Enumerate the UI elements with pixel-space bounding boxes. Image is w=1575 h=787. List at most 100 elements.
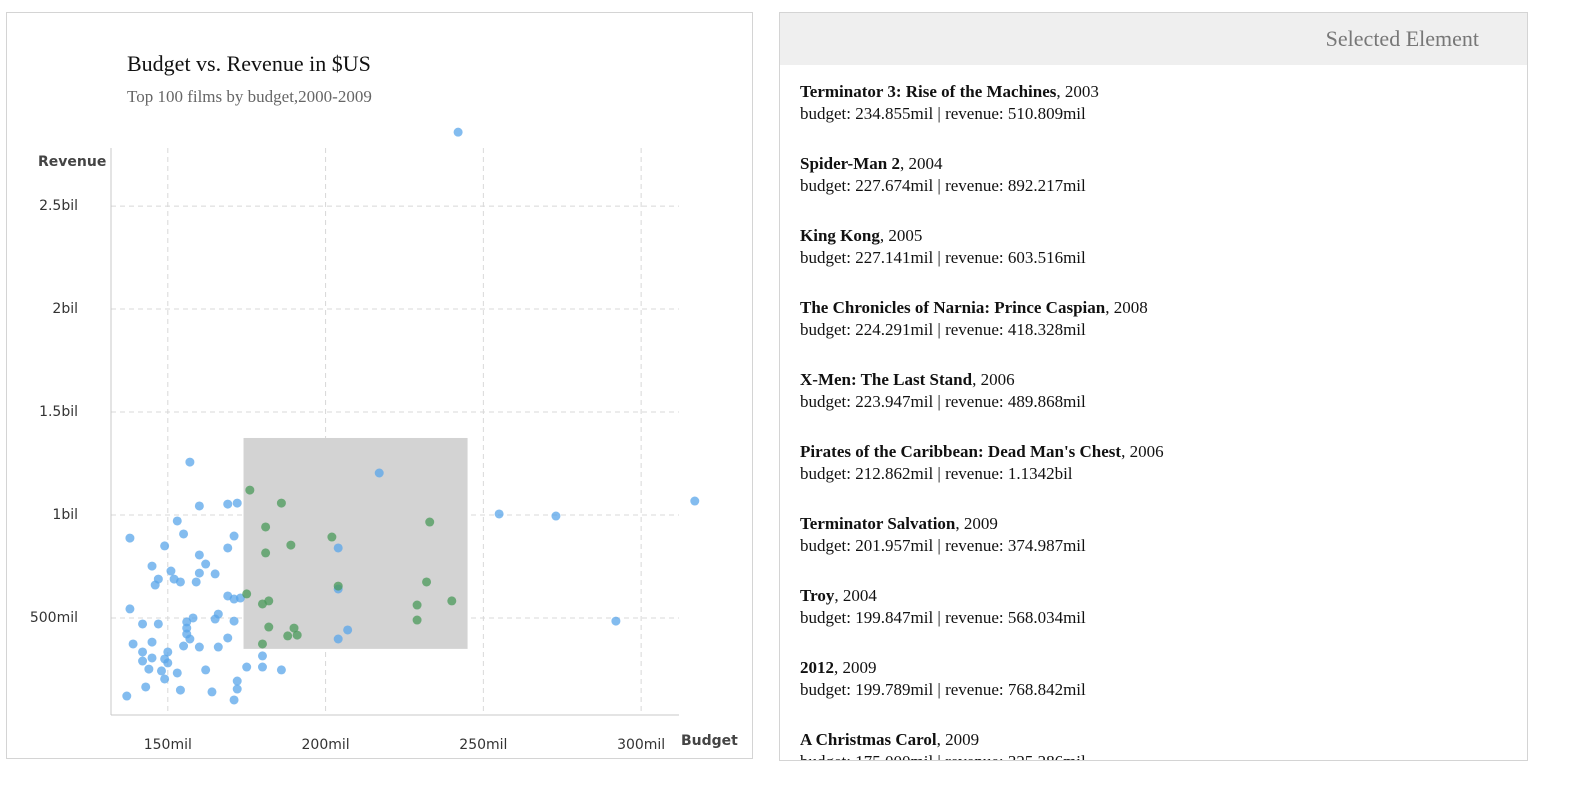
data-point	[138, 656, 148, 666]
data-point	[191, 577, 201, 587]
data-point	[194, 642, 204, 652]
data-point	[422, 577, 432, 587]
selected-film: A Christmas Carol2009 budget: 175.000mil …	[800, 729, 1507, 760]
data-point	[447, 596, 457, 606]
data-point	[185, 457, 195, 467]
y-tick-label: 2bil	[52, 301, 78, 317]
data-point	[144, 664, 154, 674]
data-point	[229, 616, 239, 626]
y-axis-label: Revenue	[38, 154, 106, 170]
data-point	[261, 522, 271, 532]
film-year: 2003	[1056, 82, 1099, 101]
y-tick-label: 1.5bil	[39, 404, 78, 420]
selected-film: King Kong2005 budget: 227.141mil | revenu…	[800, 225, 1507, 269]
data-point	[425, 517, 435, 527]
x-tick-label: 300mil	[617, 737, 665, 753]
data-point	[245, 485, 255, 495]
film-name: The Chronicles of Narnia: Prince Caspian	[800, 298, 1106, 317]
chart: Budget vs. Revenue in $US Top 100 films …	[30, 51, 738, 753]
film-name: Troy	[800, 586, 835, 605]
data-point	[153, 619, 163, 629]
y-tick-label: 1bil	[52, 507, 78, 523]
x-axis-label: Budget	[681, 733, 738, 749]
selected-film: Terminator 3: Rise of the Machines2003 bu…	[800, 81, 1507, 125]
film-year: 2006	[972, 370, 1015, 389]
data-point	[185, 634, 195, 644]
data-point	[292, 630, 302, 640]
data-point	[166, 566, 176, 576]
data-point	[147, 637, 157, 647]
data-point	[201, 665, 211, 675]
data-point	[210, 569, 220, 579]
data-point	[551, 511, 561, 521]
data-point	[163, 658, 173, 668]
data-point	[194, 568, 204, 578]
data-point	[125, 604, 135, 614]
data-point	[179, 641, 189, 651]
data-point	[232, 676, 242, 686]
x-tick-label: 200mil	[302, 737, 350, 753]
data-point	[232, 498, 242, 508]
data-point	[213, 642, 223, 652]
data-point	[160, 541, 170, 551]
data-point	[257, 599, 267, 609]
data-point	[229, 695, 239, 705]
selected-film: Spider-Man 22004 budget: 227.674mil | rev…	[800, 153, 1507, 197]
data-point	[141, 682, 151, 692]
film-detail: budget: 199.789mil | revenue: 768.842mil	[800, 680, 1086, 699]
data-point	[242, 662, 252, 672]
film-year: 2005	[880, 226, 923, 245]
data-point	[494, 509, 504, 519]
chart-title: Budget vs. Revenue in $US	[127, 51, 371, 76]
data-point	[690, 496, 700, 506]
plot: Budget vs. Revenue in $US Top 100 films …	[30, 51, 738, 753]
x-tick-label: 150mil	[144, 737, 192, 753]
data-point	[286, 540, 296, 550]
data-point	[264, 622, 274, 632]
film-year: 2006	[1121, 442, 1164, 461]
film-year: 2009	[955, 514, 998, 533]
selection-panel: Selected Element Terminator 3: Rise of t…	[779, 12, 1528, 761]
film-year: 2004	[900, 154, 943, 173]
film-name: X-Men: The Last Stand	[800, 370, 973, 389]
data-point	[343, 625, 353, 635]
data-point	[257, 651, 267, 661]
data-point	[257, 662, 267, 672]
data-point	[289, 623, 299, 633]
film-detail: budget: 175.000mil | revenue: 325.286mil	[800, 752, 1086, 760]
y-tick-label: 2.5bil	[39, 198, 78, 214]
data-point	[276, 498, 286, 508]
data-point	[147, 561, 157, 571]
data-point	[283, 631, 293, 641]
film-detail: budget: 199.847mil | revenue: 568.034mil	[800, 608, 1086, 627]
data-point	[223, 499, 233, 509]
data-point	[138, 647, 148, 657]
data-point	[172, 668, 182, 678]
selection-list[interactable]: Terminator 3: Rise of the Machines2003 bu…	[780, 65, 1527, 760]
film-detail: budget: 212.862mil | revenue: 1.1342bil	[800, 464, 1073, 483]
data-point	[223, 543, 233, 553]
data-point	[333, 634, 343, 644]
data-point	[163, 647, 173, 657]
film-detail: budget: 201.957mil | revenue: 374.987mil	[800, 536, 1086, 555]
film-detail: budget: 227.141mil | revenue: 603.516mil	[800, 248, 1086, 267]
selected-film: 20122009 budget: 199.789mil | revenue: 76…	[800, 657, 1507, 701]
data-point	[374, 468, 384, 478]
data-point	[175, 577, 185, 587]
film-detail: budget: 234.855mil | revenue: 510.809mil	[800, 104, 1086, 123]
data-point	[232, 684, 242, 694]
data-point	[229, 531, 239, 541]
selected-film: Pirates of the Caribbean: Dead Man's Che…	[800, 441, 1507, 485]
data-point	[611, 616, 621, 626]
data-point	[453, 127, 463, 137]
data-point	[327, 532, 337, 542]
selection-brush	[243, 437, 468, 649]
chart-subtitle: Top 100 films by budget,2000-2009	[127, 87, 372, 106]
data-point	[125, 533, 135, 543]
data-point	[201, 559, 211, 569]
data-point	[160, 674, 170, 684]
film-year: 2004	[834, 586, 877, 605]
data-point	[172, 516, 182, 526]
film-detail: budget: 224.291mil | revenue: 418.328mil	[800, 320, 1086, 339]
film-name: Terminator Salvation	[800, 514, 956, 533]
